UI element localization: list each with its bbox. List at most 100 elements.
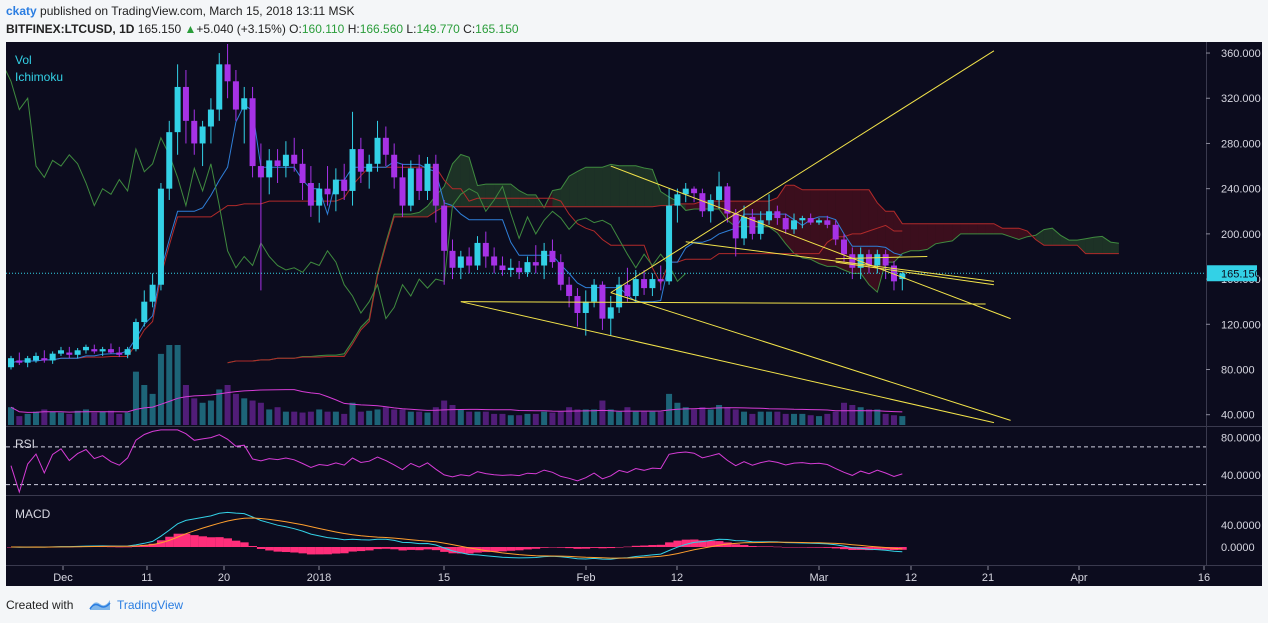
candle-body xyxy=(291,154,298,164)
macd-histogram-bar xyxy=(881,547,891,550)
tradingview-link[interactable]: TradingView xyxy=(117,598,184,612)
volume-bar xyxy=(582,409,589,425)
cloud-segment xyxy=(1077,238,1086,254)
candle-body xyxy=(816,220,823,223)
candle-body xyxy=(74,350,81,355)
candle-body xyxy=(674,194,681,206)
rsi-label[interactable]: RSI xyxy=(15,437,35,451)
author-link[interactable]: ckaty xyxy=(6,4,37,18)
low-label: L: xyxy=(406,22,417,36)
volume-bar xyxy=(674,402,681,425)
candle-body xyxy=(357,149,364,172)
price-tick-label: 120.000 xyxy=(1221,319,1261,331)
time-tick-label: 20 xyxy=(218,572,230,584)
volume-bar xyxy=(541,411,548,425)
price-axis: 360.000320.000280.000240.000200.000160.0… xyxy=(1206,48,1261,554)
symbol[interactable]: BITFINEX:LTCUSD, 1D xyxy=(6,22,135,36)
macd-histogram-bar xyxy=(548,547,557,548)
macd-histogram-bar xyxy=(698,540,707,547)
candle-body xyxy=(457,256,464,268)
price-chart[interactable]: 360.000 320.000 280.000 240.000 200.000 16 0.0… xyxy=(6,42,1262,586)
candle-body xyxy=(82,346,89,351)
time-tick-label: 12 xyxy=(905,572,917,584)
macd-histogram-bar xyxy=(790,547,799,548)
volume-bar xyxy=(741,411,748,425)
cloud-segment xyxy=(1093,236,1103,254)
open-value: 160.110 xyxy=(301,22,345,36)
candle-body xyxy=(566,284,573,297)
volume-bar xyxy=(232,393,239,425)
volume-bar xyxy=(774,411,781,425)
volume-bar xyxy=(66,413,73,425)
macd-histogram-bar xyxy=(423,547,432,550)
volume-bar xyxy=(749,413,756,425)
volume-bar xyxy=(257,402,264,425)
cloud-segment xyxy=(569,171,578,207)
candle-body xyxy=(32,355,39,361)
macd-histogram-bar xyxy=(506,547,516,551)
candle-body xyxy=(474,242,481,266)
cloud-segment xyxy=(819,189,828,267)
candle-body xyxy=(16,360,23,363)
candles xyxy=(8,44,906,370)
macd-histogram-bar xyxy=(223,538,232,547)
candle-body xyxy=(832,224,839,240)
cloud-segment xyxy=(627,165,636,207)
macd-tick-label: 0.0000 xyxy=(1221,542,1255,554)
candle-body xyxy=(407,168,414,206)
candle-body xyxy=(849,254,856,268)
macd-histogram-bar xyxy=(765,546,774,547)
candle-body xyxy=(441,205,448,251)
volume-bar xyxy=(574,409,581,425)
tradingview-logo-icon[interactable] xyxy=(88,596,112,612)
macd-histogram-bar xyxy=(156,540,166,547)
volume-bar xyxy=(890,415,897,425)
candle-body xyxy=(666,205,673,282)
macd-histogram-bar xyxy=(623,546,632,548)
cloud-segment xyxy=(510,184,520,207)
macd-histogram-bar xyxy=(240,542,249,547)
volume-bar xyxy=(707,409,714,425)
cloud-segment xyxy=(910,223,919,251)
macd-histogram-bar xyxy=(323,547,332,555)
vol-label[interactable]: Vol xyxy=(15,53,32,67)
volume-bar xyxy=(174,345,181,425)
volume-bar xyxy=(824,413,831,425)
candle-body xyxy=(574,296,581,313)
volume-bar xyxy=(307,411,314,425)
cloud-segment xyxy=(952,223,961,241)
macd-histogram-bar xyxy=(231,540,241,547)
macd-histogram-bar xyxy=(106,546,116,548)
candle-body xyxy=(766,211,773,221)
macd-histogram-bar xyxy=(581,547,591,549)
macd-histogram-bar xyxy=(748,546,757,547)
cloud-segment xyxy=(918,223,928,251)
macd-histogram-bar xyxy=(265,547,274,551)
volume-bar xyxy=(791,413,798,425)
volume-bar xyxy=(399,409,406,425)
volume-bar xyxy=(99,411,106,425)
candle-body xyxy=(516,267,523,273)
time-tick-label: 11 xyxy=(141,572,152,584)
volume-bar xyxy=(316,409,323,425)
candle-body xyxy=(316,188,323,206)
macd-histogram-bar xyxy=(723,542,732,547)
volume-bar xyxy=(724,407,731,425)
cloud-segment xyxy=(1085,237,1094,254)
price-tick-label: 280.000 xyxy=(1221,138,1261,150)
volume-bar xyxy=(191,398,198,425)
macd-histogram-bar xyxy=(115,546,124,548)
macd-label[interactable]: MACD xyxy=(15,507,51,521)
open-label: O: xyxy=(289,22,302,36)
trendline xyxy=(835,255,928,260)
cloud-segment xyxy=(585,167,595,207)
ichimoku-cloud xyxy=(227,154,1119,363)
macd-histogram-bar xyxy=(315,547,324,555)
cloud-segment xyxy=(960,223,969,234)
candle-body xyxy=(232,81,239,110)
macd-histogram-bar xyxy=(281,547,291,553)
volume-bar xyxy=(332,411,339,425)
macd-histogram-bar xyxy=(640,545,649,547)
ichimoku-label[interactable]: Ichimoku xyxy=(15,70,63,84)
sub-panes xyxy=(6,429,1206,560)
